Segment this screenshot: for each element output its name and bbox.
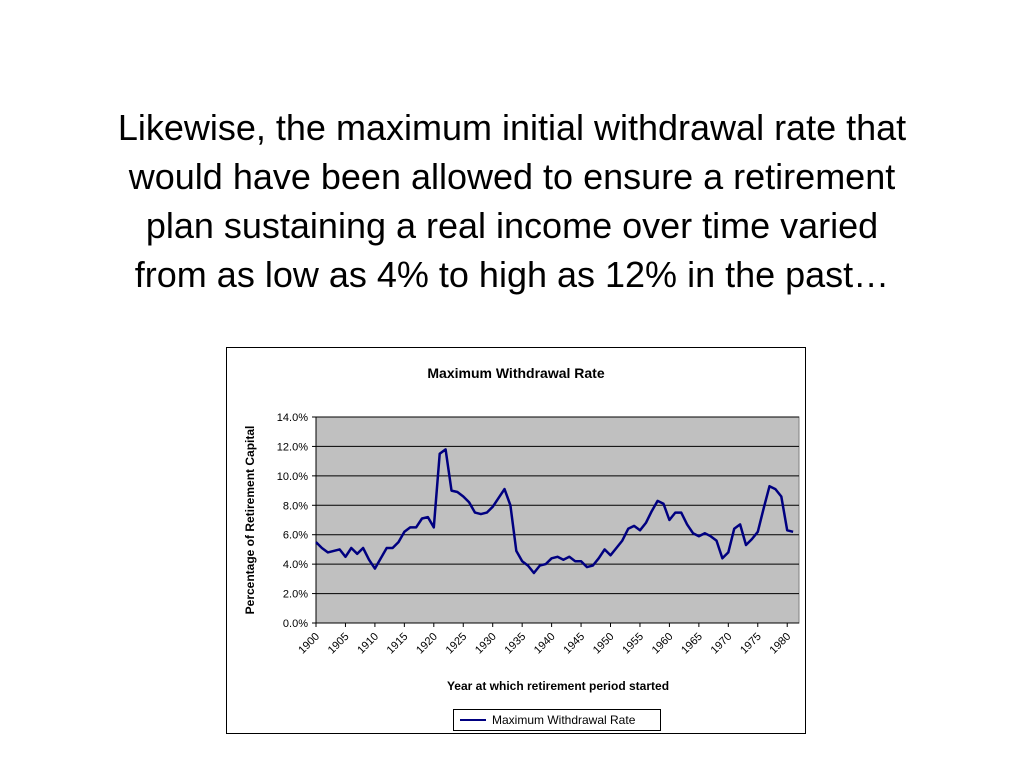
x-tick-label: 1960 [650, 631, 676, 657]
x-tick-label: 1910 [355, 631, 381, 657]
slide-title-line: plan sustaining a real income over time … [145, 205, 879, 246]
slide-title-line: from as low as 4% to high as 12% in the … [134, 254, 890, 295]
x-tick-label: 1915 [385, 631, 411, 657]
series-line-max-withdrawal-rate [315, 448, 794, 575]
x-tick-label: 1950 [591, 631, 617, 657]
x-axis-label: Year at which retirement period started [447, 679, 669, 693]
x-tick-label: 1925 [444, 631, 470, 657]
x-tick-label: 1920 [414, 631, 440, 657]
x-tick-label: 1935 [502, 631, 528, 657]
x-tick-label: 1965 [679, 631, 705, 657]
legend-line-swatch [460, 719, 486, 721]
y-tick-label: 0.0% [283, 618, 308, 630]
y-axis-label: Percentage of Retirement Capital [243, 426, 257, 615]
y-tick-label: 10.0% [277, 471, 308, 483]
y-tick-label: 2.0% [283, 589, 308, 601]
x-tick-label: 1945 [561, 631, 587, 657]
y-tick-label: 8.0% [283, 500, 308, 512]
x-tick-label: 1930 [473, 631, 499, 657]
x-tick-label: 1900 [296, 631, 322, 657]
y-tick-label: 14.0% [277, 412, 308, 424]
slide-title-line: Likewise, the maximum initial withdrawal… [117, 107, 907, 148]
slide-title-line: would have been allowed to ensure a reti… [128, 156, 896, 197]
chart-title: Maximum Withdrawal Rate [427, 365, 604, 381]
y-tick-label: 4.0% [283, 559, 308, 571]
legend-label: Maximum Withdrawal Rate [492, 713, 636, 727]
x-tick-label: 1940 [532, 631, 558, 657]
plot-area [315, 416, 800, 624]
x-tick-label: 1905 [326, 631, 352, 657]
x-tick-label: 1980 [768, 631, 794, 657]
x-tick-label: 1955 [620, 631, 646, 657]
x-tick-label: 1975 [738, 631, 764, 657]
y-tick-label: 6.0% [283, 530, 308, 542]
slide-title: Likewise, the maximum initial withdrawal… [40, 103, 984, 299]
chart-legend: Maximum Withdrawal Rate [453, 709, 661, 731]
x-tick-label: 1970 [709, 631, 735, 657]
y-tick-label: 12.0% [277, 441, 308, 453]
